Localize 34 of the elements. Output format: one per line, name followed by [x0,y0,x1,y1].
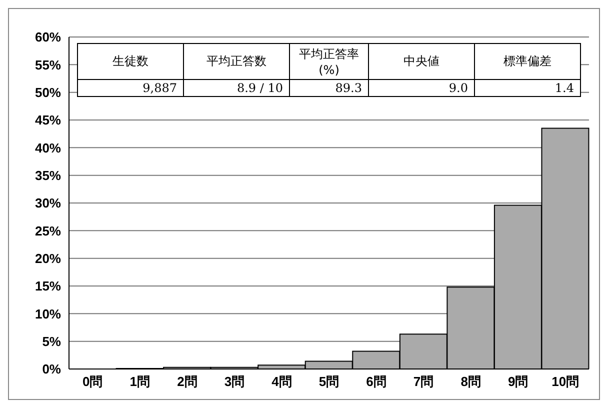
x-tick-label: 7問 [413,374,434,390]
annotation: 標準偏差 [474,44,580,80]
y-tick-label: 45% [34,112,62,128]
y-tick-label: 55% [34,57,62,72]
annotation: 生徒数 [78,44,184,80]
x-tick-label: 2問 [177,374,198,390]
x-tick-label: 10問 [552,374,580,390]
x-tick-label: 9問 [508,374,528,390]
x-tick-label: 8問 [460,374,481,390]
y-tick-label: 40% [34,140,62,156]
x-tick-label: 4問 [272,374,292,390]
y-tick-label: 25% [34,223,62,238]
y-tick-label: 15% [34,278,62,294]
annotation: 平均正答率 (%) [290,44,368,80]
y-tick-label: 35% [34,168,62,183]
annotation: 89.3 [290,80,368,96]
y-tick-label: 5% [42,334,62,349]
y-tick-label: 10% [34,306,62,322]
x-tick-label: 6問 [366,374,386,390]
annotation: 中央値 [368,44,474,80]
y-tick-label: 20% [34,250,62,266]
x-tick-label: 5問 [318,374,340,390]
y-tick-label: 60% [34,30,62,45]
y-tick-label: 30% [34,196,62,211]
annotation: 平均正答数 [184,44,290,80]
annotation: 8.9 / 10 [184,80,290,96]
x-tick-label: 0問 [82,374,103,390]
annotation: 9,887 [78,80,184,96]
y-tick-label: 0% [42,362,62,377]
annotation: 9.0 [368,80,474,96]
x-tick-label: 1問 [130,374,150,390]
x-tick-label: 3問 [224,374,245,390]
annotation: 1.4 [474,80,580,96]
y-tick-label: 50% [34,84,62,100]
